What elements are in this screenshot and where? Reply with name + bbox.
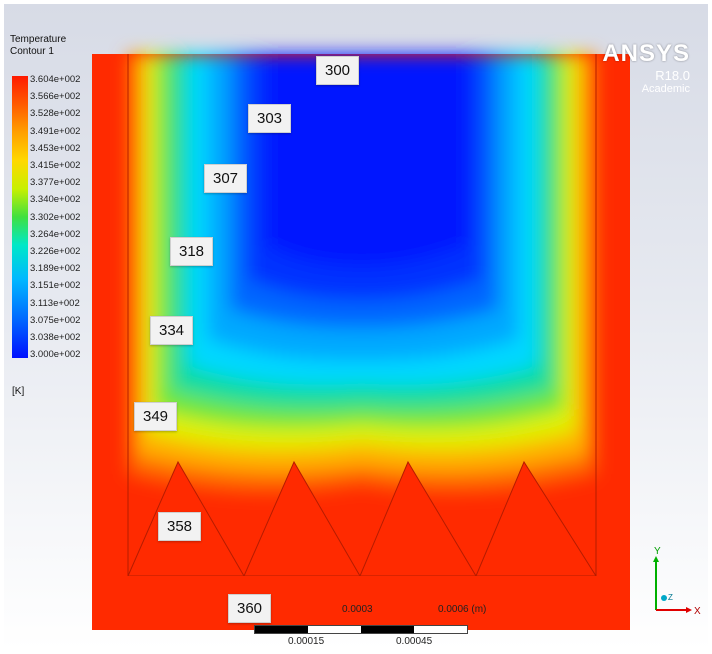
axis-z-label: Z	[668, 593, 673, 602]
legend-subtitle: Contour 1	[10, 46, 54, 57]
brand-name: ANSYS	[602, 40, 690, 67]
legend-tick-label: 3.075e+002	[30, 314, 81, 326]
legend-tick-label: 3.151e+002	[30, 280, 81, 292]
legend-tick-label: 3.302e+002	[30, 211, 81, 223]
scale-segment	[361, 626, 414, 633]
axis-z-dot	[661, 595, 667, 601]
axis-y-label: Y	[654, 546, 661, 557]
scale-label-0003: 0.0003	[342, 604, 373, 615]
legend-tick-label: 3.453e+002	[30, 142, 81, 154]
legend-tick-label: 3.000e+002	[30, 349, 81, 361]
scale-segment	[255, 626, 308, 633]
scale-label-000015: 0.00015	[288, 636, 325, 647]
legend-tick-label: 3.491e+002	[30, 125, 81, 137]
contour-label-358: 358	[158, 512, 202, 541]
axis-y-arrow	[653, 556, 659, 562]
axis-x-label: X	[694, 606, 701, 617]
legend-tick-label: 3.340e+002	[30, 194, 81, 206]
legend-title: Temperature	[10, 34, 67, 45]
contour-label-349: 349	[134, 402, 178, 431]
ansys-logo: ANSYS R18.0 Academic	[602, 40, 690, 95]
scale-label-000045: 0.00045	[396, 636, 433, 647]
scale-bar	[254, 625, 468, 634]
contour-label-307: 307	[204, 164, 248, 193]
axis-triad[interactable]: Y X Z	[644, 544, 704, 624]
contour-label-318: 318	[170, 237, 214, 266]
brand-version: R18.0	[655, 68, 690, 83]
contour-label-303: 303	[248, 104, 292, 133]
legend-tick-label: 3.604e+002	[30, 74, 81, 85]
legend-tick-label: 3.528e+002	[30, 108, 81, 120]
legend-unit: [K]	[12, 386, 25, 397]
legend-tick-label: 3.189e+002	[30, 263, 81, 275]
contour-label-300: 300	[316, 56, 360, 85]
contour-label-360: 360	[228, 594, 272, 623]
contour-bands	[128, 54, 596, 492]
legend-tick-label: 3.038e+002	[30, 332, 81, 343]
graphics-viewport[interactable]: Temperature Contour 1 3.604e+002 3.566e+0…	[4, 4, 708, 650]
axis-x-arrow	[686, 607, 692, 613]
legend-tick-label: 3.566e+002	[30, 91, 81, 103]
contour-label-334: 334	[150, 316, 194, 345]
legend-tick-label: 3.113e+002	[30, 297, 80, 309]
temperature-contour-plot[interactable]	[4, 4, 708, 650]
legend-tick-label: 3.377e+002	[30, 177, 81, 189]
brand-edition: Academic	[641, 83, 690, 95]
bottom-wall	[92, 576, 630, 630]
legend-tick-label: 3.415e+002	[30, 160, 81, 171]
scale-label-0006: 0.0006 (m)	[438, 604, 487, 615]
legend-tick-label: 3.226e+002	[30, 246, 81, 257]
legend-color-bar	[12, 76, 28, 358]
legend-tick-label: 3.264e+002	[30, 228, 81, 240]
